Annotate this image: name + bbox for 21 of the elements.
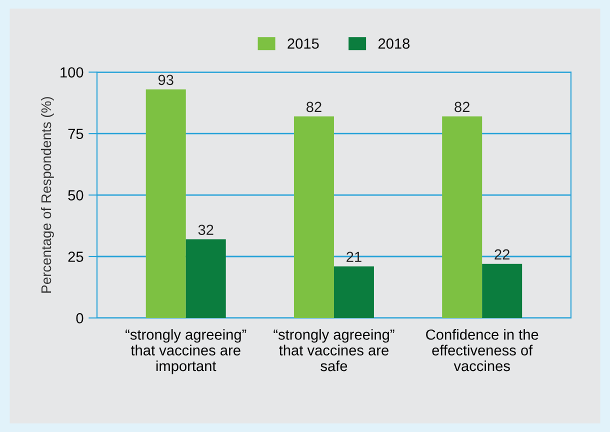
y-tick-label: 100 (60, 67, 84, 78)
y-tick-label: 75 (68, 128, 84, 140)
bar (482, 264, 522, 318)
x-tick-label: “strongly agreeing” that vaccines are safe (274, 329, 394, 372)
legend-label: 2015 (288, 38, 319, 49)
y-tick-label: 0 (76, 313, 84, 324)
data-label: 82 (306, 102, 322, 112)
y-tick-label: 25 (68, 252, 84, 262)
bar (186, 239, 226, 318)
bar (334, 266, 374, 318)
legend-label: 2018 (378, 38, 410, 49)
x-tick-label: “strongly agreeing” that vaccines are important (126, 329, 246, 374)
bar (146, 89, 186, 318)
data-label: 32 (198, 224, 214, 236)
data-label: 93 (158, 74, 174, 86)
data-label: 82 (454, 102, 470, 112)
y-axis-title: Percentage of Respondents (%) (40, 97, 54, 293)
bar (442, 116, 482, 318)
y-tick-label: 50 (68, 190, 84, 200)
bar (294, 116, 334, 318)
x-tick-label: Confidence in the effectiveness of vaccines (426, 329, 538, 372)
